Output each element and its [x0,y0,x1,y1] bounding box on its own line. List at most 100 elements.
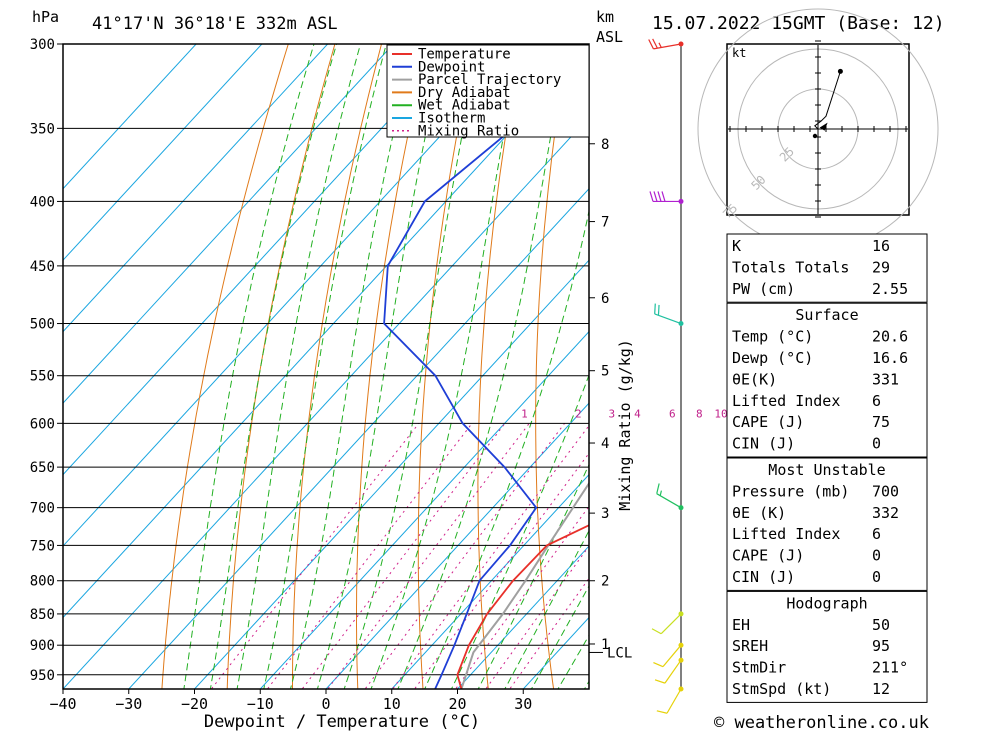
isotherm-line [63,44,329,333]
pressure-tick-label: 800 [30,574,55,590]
km-tick-label: 3 [601,506,609,522]
wind-barb-half [658,42,662,48]
most-unstable-row-value: 700 [872,482,899,500]
surface-row-value: 6 [872,392,881,410]
copyright-text: © weatheronline.co.uk [714,713,929,733]
hodograph-table-row-label: StmDir [732,659,786,677]
x-axis-ticks: −40 −30 −20 −10 0 10 20 30 [49,689,532,713]
pressure-tick-label: 450 [30,259,55,275]
legend-label: Wet Adiabat [418,98,511,114]
surface-row-label: Lifted Index [732,392,840,410]
hodograph-table-row-value: 95 [872,637,890,655]
isotherm-line [63,44,395,404]
parcel-trajectory-line [460,481,589,689]
wind-barb-flag [656,483,660,494]
km-unit-label: km [596,8,614,26]
indices-row-label: K [732,237,741,255]
most-unstable-box [726,457,928,591]
pressure-axis-ticks: 300 350 400 450 500 550 600 650 700 750 800 850 900 9… [30,37,63,684]
most-unstable-row-value: 0 [872,547,881,565]
wind-profile [648,38,684,714]
wet-adiabat-line [424,209,589,689]
km-tick-label: 2 [601,574,609,590]
km-tick-label: 7 [601,215,609,231]
wind-barb-staff [660,613,682,635]
wind-barb-staff [662,644,682,668]
mixing-ratio-label: 10 [714,407,727,420]
surface-row-label: CAPE (J) [732,413,804,431]
most-unstable-row-label: CIN (J) [732,568,795,586]
surface-row-value: 16.6 [872,349,908,367]
pressure-tick-label: 700 [30,501,55,517]
km-tick-label: 6 [601,291,609,307]
wind-barb-flag [654,303,656,314]
station-location: 41°17'N 36°18'E 332m ASL [92,14,338,34]
hodograph-unit: kt [732,46,746,60]
pressure-unit-label: hPa [32,8,59,26]
legend-label: Dewpoint [418,59,485,75]
indices-row-label: Totals Totals [732,258,849,276]
mixing-ratio-label: 3 [609,407,616,420]
legend-label: Mixing Ratio [418,123,519,139]
wind-barb-staff [654,313,682,325]
most-unstable-row-label: θE (K) [732,504,786,522]
isotherm-line [391,473,589,689]
wind-barb-flag [652,38,658,49]
surface-row-value: 75 [872,413,890,431]
indices-row-value: 16 [872,237,890,255]
x-axis-title: Dewpoint / Temperature (°C) [204,712,480,732]
wind-barb-staff [653,43,682,50]
wind-barb-flag [649,191,654,202]
x-tick-label: −10 [247,695,274,713]
pressure-tick-label: 400 [30,194,55,210]
isotherm-line [259,330,589,689]
legend-label: Dry Adiabat [418,85,511,101]
hodograph-table-box [726,590,928,703]
temperature-line [456,524,589,689]
mixing-ratio-label: 8 [696,407,703,420]
wind-barb-flag [653,661,664,668]
most-unstable-title: Most Unstable [768,461,885,479]
wind-barb-flag [657,304,660,316]
surface-box [726,302,928,458]
mixing-ratio-line [391,424,589,689]
plot-background [63,44,589,689]
legend-label: Temperature [418,47,511,63]
pressure-tick-label: 650 [30,460,55,476]
hodograph-table-row-value: 12 [872,680,890,698]
indices-row-value: 2.55 [872,280,908,298]
isotherm-line [128,187,589,689]
pressure-tick-label: 500 [30,317,55,333]
mixing-ratio-label: 2 [575,407,582,420]
pressure-tick-label: 950 [30,668,55,684]
km-axis-ticks: 1 2 3 4 5 6 7 8 LCL [589,137,632,661]
indices-row-value: 29 [872,258,890,276]
km-tick-label: 8 [601,137,609,153]
most-unstable-row-label: Pressure (mb) [732,482,849,500]
wind-barb-flag [653,191,658,202]
hodograph-end-dot [837,68,843,74]
pressure-tick-label: 350 [30,121,55,137]
most-unstable-row-value: 0 [872,568,881,586]
sounding-profiles [383,47,589,689]
mixing-ratio-label: 4 [634,407,641,420]
legend-label: Parcel Trajectory [418,72,561,88]
pressure-tick-label: 900 [30,638,55,654]
legend-box [386,44,590,138]
isotherm-line [456,545,589,689]
dry-adiabat-line [986,6,1000,703]
wind-barb-half [659,490,663,496]
legend-label: Isotherm [418,111,485,127]
pressure-tick-label: 600 [30,416,55,432]
mixing-ratio-line [364,423,566,689]
isotherm-line [63,44,263,261]
wind-barb-flag [654,679,666,684]
wind-barb-flag [661,191,666,202]
hodograph-table-row-label: SREH [732,637,768,655]
most-unstable-row-value: 6 [872,525,881,543]
wind-barb-flag [656,710,668,714]
isotherm-line [325,402,589,689]
hodograph-table-row-label: StmSpd (kt) [732,680,831,698]
indices-box [726,233,928,303]
